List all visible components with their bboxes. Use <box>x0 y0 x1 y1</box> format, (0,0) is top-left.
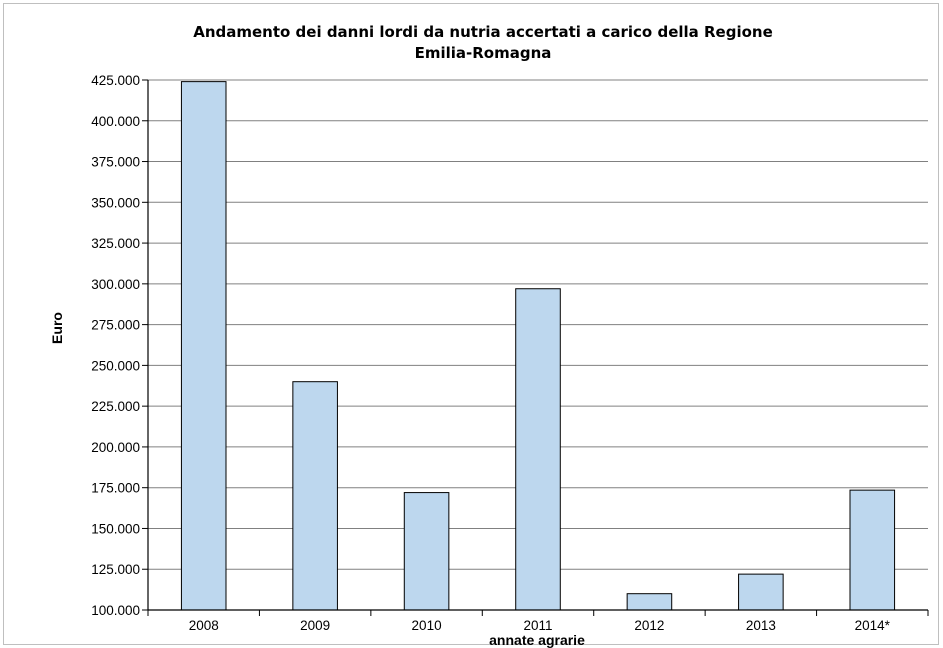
bar-2013 <box>739 574 784 610</box>
x-tick-label: 2010 <box>412 618 442 633</box>
x-tick-label: 2012 <box>634 618 664 633</box>
y-tick-label: 250.000 <box>91 358 140 373</box>
y-tick-labels: 100.000 125.000 150.000 175.000 200.000 225.0… <box>91 73 140 618</box>
x-axis-title: annate agrarie <box>489 632 585 648</box>
bar-2012 <box>627 594 672 610</box>
bar-2009 <box>293 382 338 610</box>
y-tick-label: 125.000 <box>91 562 140 577</box>
chart-title-line-2: Emilia-Romagna <box>415 44 552 62</box>
y-tick-label: 400.000 <box>91 114 140 129</box>
y-tick-label: 200.000 <box>91 440 140 455</box>
y-tick-label: 100.000 <box>91 603 140 618</box>
y-tick-label: 375.000 <box>91 155 140 170</box>
y-tick-label: 325.000 <box>91 236 140 251</box>
y-tick-label: 175.000 <box>91 481 140 496</box>
x-tick-labels: 2008 2009 2010 2011 2012 2013 2014* <box>189 618 891 633</box>
x-tick-label: 2009 <box>300 618 330 633</box>
x-tick-label: 2011 <box>523 618 552 633</box>
chart-title-line-1: Andamento dei danni lordi da nutria acce… <box>193 23 773 41</box>
bars <box>181 82 894 610</box>
bar-2010 <box>404 493 449 610</box>
x-tick-label: 2008 <box>189 618 219 633</box>
y-tick-label: 300.000 <box>91 277 140 292</box>
y-tick-label: 225.000 <box>91 399 140 414</box>
y-tick-label: 350.000 <box>91 195 140 210</box>
bar-2008 <box>181 82 226 610</box>
y-tick-label: 150.000 <box>91 521 140 536</box>
y-axis-title: Euro <box>49 312 65 344</box>
x-tick-label: 2013 <box>746 618 776 633</box>
bar-2011 <box>516 289 561 610</box>
y-tick-label: 425.000 <box>91 73 140 88</box>
y-tick-label: 275.000 <box>91 318 140 333</box>
bar-2014* <box>850 490 895 610</box>
x-tick-label: 2014* <box>855 618 891 633</box>
